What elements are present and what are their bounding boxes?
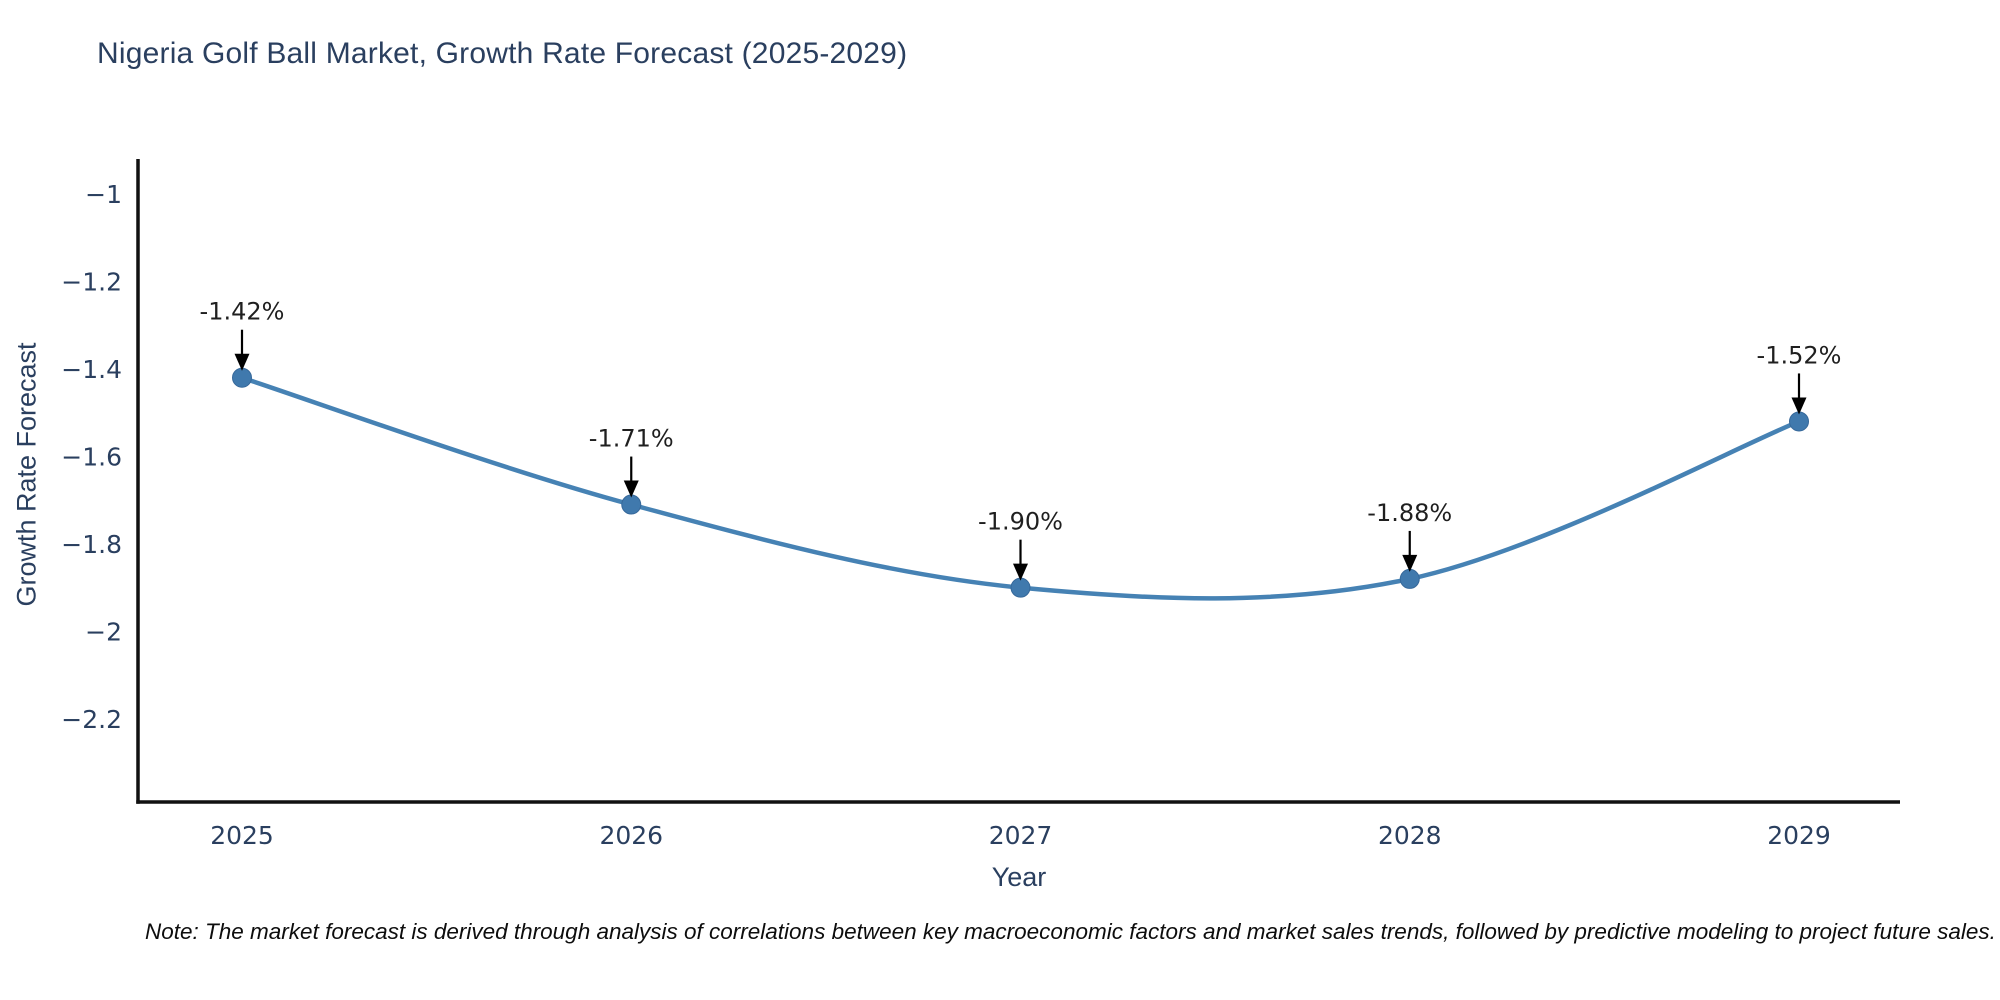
point-value-label: -1.42% <box>200 298 285 326</box>
y-tick-label: −1.8 <box>61 530 122 559</box>
x-tick-label: 2029 <box>1767 821 1831 850</box>
data-point-marker <box>621 494 642 515</box>
y-tick-label: −1 <box>85 180 122 209</box>
data-point-marker <box>1399 568 1420 589</box>
annotation-arrow-head <box>234 353 250 371</box>
point-value-label: -1.52% <box>1757 341 1842 369</box>
data-point-marker <box>1010 577 1031 598</box>
x-tick-label: 2028 <box>1378 821 1442 850</box>
data-point-marker <box>232 367 252 388</box>
point-value-label: -1.90% <box>978 508 1063 536</box>
x-axis-title: Year <box>991 862 1047 892</box>
y-tick-label: −2 <box>85 617 122 646</box>
y-tick-label: −1.6 <box>61 442 122 471</box>
data-point-marker <box>1789 411 1809 432</box>
annotation-arrow-head <box>1013 563 1028 581</box>
annotation-arrow-head <box>1402 554 1418 572</box>
point-value-label: -1.88% <box>1367 499 1452 527</box>
y-tick-label: −1.4 <box>61 355 122 384</box>
footnote: Note: The market forecast is derived thr… <box>145 919 1996 944</box>
x-tick-label: 2027 <box>989 821 1053 850</box>
y-tick-label: −2.2 <box>61 705 122 734</box>
annotation-arrow-head <box>1791 397 1807 415</box>
y-tick-label: −1.2 <box>61 267 122 296</box>
annotation-arrow-head <box>623 480 639 498</box>
x-tick-label: 2025 <box>210 821 274 850</box>
x-tick-label: 2026 <box>599 821 663 850</box>
point-value-label: -1.71% <box>589 425 674 453</box>
chart-title: Nigeria Golf Ball Market, Growth Rate Fo… <box>97 37 908 70</box>
